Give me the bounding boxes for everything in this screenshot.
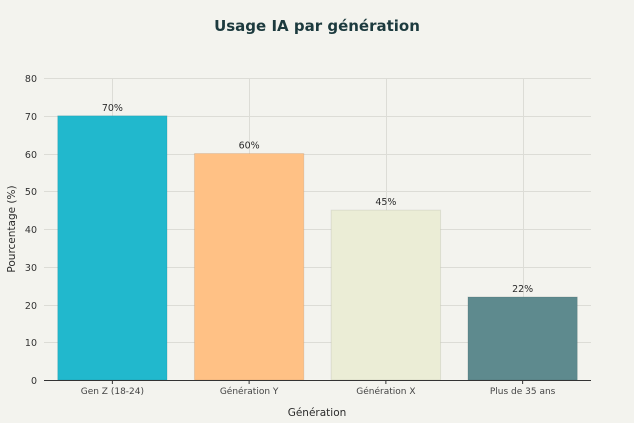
y-tick-label: 0	[31, 376, 37, 387]
y-tick-label: 60	[25, 150, 37, 161]
x-axis-ticks: Gen Z (18-24) Génération Y Génération X Plu…	[81, 380, 556, 397]
bar-value-label: 60%	[239, 141, 260, 152]
bar	[57, 115, 168, 381]
bar-value-label: 45%	[375, 197, 396, 208]
y-tick-label: 30	[25, 263, 37, 274]
x-tick-label: Génération Y	[220, 386, 279, 397]
bar-value-label: 70%	[102, 103, 123, 114]
bar	[193, 153, 305, 381]
y-tick-label: 70	[25, 112, 37, 123]
x-axis-title: Génération	[288, 407, 347, 419]
chart-title: Usage IA par génération	[214, 17, 420, 35]
x-tick-label: Plus de 35 ans	[490, 387, 556, 397]
y-axis-ticks: 0 10 20 30 40 50 60 70 80	[25, 74, 37, 387]
y-tick-label: 50	[25, 187, 37, 198]
y-tick-label: 40	[25, 225, 37, 236]
bar	[467, 296, 578, 381]
bar	[330, 209, 442, 381]
bars	[57, 115, 578, 381]
y-tick-label: 10	[25, 338, 37, 349]
y-tick-label: 80	[25, 74, 37, 85]
y-tick-label: 20	[25, 301, 37, 312]
data-labels: 70% 60% 45% 22%	[102, 103, 533, 295]
y-axis-title: Pourcentage (%)	[6, 185, 18, 272]
x-tick-label: Gen Z (18-24)	[81, 387, 144, 397]
bar-value-label: 22%	[512, 284, 533, 295]
x-tick-label: Génération X	[356, 386, 415, 397]
